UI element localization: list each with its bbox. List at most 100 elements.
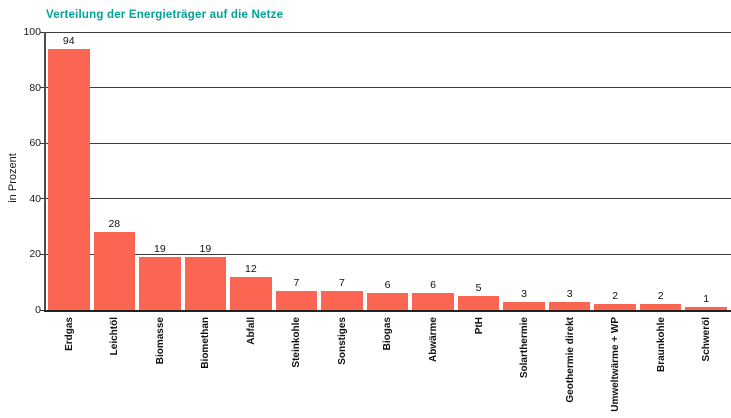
x-tick-label-Umweltwärme + WP: Umweltwärme + WP	[610, 317, 622, 412]
bar-value-label: 1	[703, 293, 710, 306]
y-tick-label-80: 80	[29, 81, 41, 94]
bar-Abwärme	[412, 293, 454, 310]
gridline-100	[46, 32, 731, 33]
bar-value-label: 6	[384, 279, 391, 292]
x-axis-tick-labels: Erdgas Leichtöl Biomasse Biomethan Abfall Ste…	[46, 317, 731, 412]
bar-slot-Abwärme: 6	[412, 32, 454, 310]
chart-title: Verteilung der Energieträger auf die Net…	[46, 9, 284, 21]
x-tick-label-Braunkohle: Braunkohle	[655, 317, 667, 373]
y-tick-label-0: 0	[35, 304, 41, 316]
x-tick-cell: Steinkohle	[276, 317, 318, 412]
x-tick-cell: Biomethan	[185, 317, 227, 412]
bar-value-label: 94	[62, 34, 75, 47]
bar-Biogas	[366, 293, 409, 310]
bar-PtH	[457, 296, 500, 310]
x-tick-label-Erdgas: Erdgas	[63, 317, 75, 351]
bar-value-label: 2	[657, 290, 664, 303]
bar-slot-Sonstiges: 7	[321, 32, 363, 310]
bar-value-label: 19	[199, 243, 212, 256]
bar-value-label: 7	[293, 276, 300, 289]
gridline-60	[46, 142, 731, 144]
x-tick-label-Schweröl: Schweröl	[701, 317, 713, 362]
x-tick-cell: Schweröl	[685, 317, 727, 412]
bar-slot-Schweröl: 1	[685, 32, 727, 310]
y-tick-label-40: 40	[29, 192, 41, 205]
bar-Biomethan	[184, 257, 227, 310]
plot-area: 94 28 19 19 12 7 7 6 6 5 3 3 2 2 1	[46, 32, 731, 310]
bar-slot-Braunkohle: 2	[639, 32, 682, 310]
bar-value-label: 3	[566, 287, 573, 300]
bar-Umweltwärme + WP	[594, 304, 636, 310]
bar-slot-Steinkohle: 7	[275, 32, 318, 310]
x-tick-label-Geothermie direkt: Geothermie direkt	[564, 317, 576, 403]
y-tick-label-100: 100	[23, 26, 41, 38]
bar-slot-Biogas: 6	[366, 32, 409, 310]
x-tick-label-Steinkohle: Steinkohle	[291, 317, 303, 368]
x-tick-cell: Biomasse	[139, 317, 181, 412]
x-tick-cell: PtH	[458, 317, 500, 412]
x-tick-label-PtH: PtH	[473, 317, 485, 335]
x-tick-label-Leichtöl: Leichtöl	[109, 317, 121, 356]
bar-slot-Geothermie direkt: 3	[548, 32, 591, 310]
bar-Geothermie direkt	[548, 301, 591, 310]
x-axis-line	[44, 310, 731, 312]
bar-value-label: 7	[339, 276, 345, 289]
y-tick-mark-60	[40, 142, 44, 144]
bar-value-label: 12	[245, 262, 257, 275]
bar-slot-Solarthermie: 3	[503, 32, 545, 310]
gridline-20	[46, 253, 731, 255]
y-axis-tick-labels: 0 20 40 60 80 100	[0, 26, 41, 316]
y-axis-tick-marks	[40, 31, 44, 311]
x-tick-cell: Geothermie direkt	[549, 317, 591, 412]
y-tick-mark-80	[40, 87, 44, 89]
bar-Sonstiges	[321, 290, 363, 310]
x-tick-cell: Sonstiges	[321, 317, 363, 412]
bar-Abfall	[230, 276, 272, 310]
y-tick-label-20: 20	[29, 248, 41, 261]
bar-Steinkohle	[275, 290, 318, 310]
bar-slot-Erdgas: 94	[48, 32, 90, 310]
bar-slot-Abfall: 12	[230, 32, 272, 310]
bar-slot-Umweltwärme + WP: 2	[594, 32, 636, 310]
x-tick-label-Biomasse: Biomasse	[154, 317, 166, 365]
y-tick-mark-0	[40, 309, 44, 311]
x-tick-label-Solarthermie: Solarthermie	[519, 317, 531, 379]
bar-value-label: 19	[153, 243, 166, 256]
x-tick-cell: Solarthermie	[503, 317, 545, 412]
x-tick-cell: Abwärme	[412, 317, 454, 412]
y-tick-mark-100	[40, 31, 44, 33]
x-tick-label-Biogas: Biogas	[382, 317, 394, 351]
x-tick-cell: Umweltwärme + WP	[594, 317, 636, 412]
y-tick-label-60: 60	[29, 137, 41, 150]
x-tick-label-Biomethan: Biomethan	[200, 317, 212, 369]
x-tick-label-Abfall: Abfall	[245, 317, 257, 345]
bar-Leichtöl	[93, 232, 136, 310]
bar-slot-PtH: 5	[457, 32, 500, 310]
x-tick-cell: Leichtöl	[94, 317, 136, 412]
bar-slot-Biomasse: 19	[139, 32, 181, 310]
gridline-40	[46, 198, 731, 200]
bar-slot-Leichtöl: 28	[93, 32, 136, 310]
x-tick-label-Abwärme: Abwärme	[428, 317, 440, 363]
y-axis-line	[44, 32, 46, 310]
y-tick-mark-40	[40, 198, 44, 200]
bar-Braunkohle	[639, 304, 682, 310]
x-tick-cell: Braunkohle	[640, 317, 682, 412]
bar-value-label: 5	[475, 282, 482, 295]
bar-value-label: 28	[108, 218, 121, 231]
bar-Schweröl	[685, 307, 727, 310]
gridline-80	[46, 87, 731, 89]
bar-Biomasse	[139, 257, 181, 310]
x-tick-cell: Abfall	[230, 317, 272, 412]
bars-container: 94 28 19 19 12 7 7 6 6 5 3 3 2 2 1	[46, 32, 731, 310]
bar-slot-Biomethan: 19	[184, 32, 227, 310]
y-tick-mark-20	[40, 253, 44, 255]
bar-value-label: 6	[430, 279, 436, 292]
x-tick-label-Sonstiges: Sonstiges	[336, 317, 348, 365]
x-tick-cell: Erdgas	[48, 317, 90, 412]
x-tick-cell: Biogas	[367, 317, 409, 412]
bar-value-label: 3	[521, 287, 527, 300]
bar-Solarthermie	[503, 301, 545, 310]
bar-value-label: 2	[612, 290, 619, 303]
